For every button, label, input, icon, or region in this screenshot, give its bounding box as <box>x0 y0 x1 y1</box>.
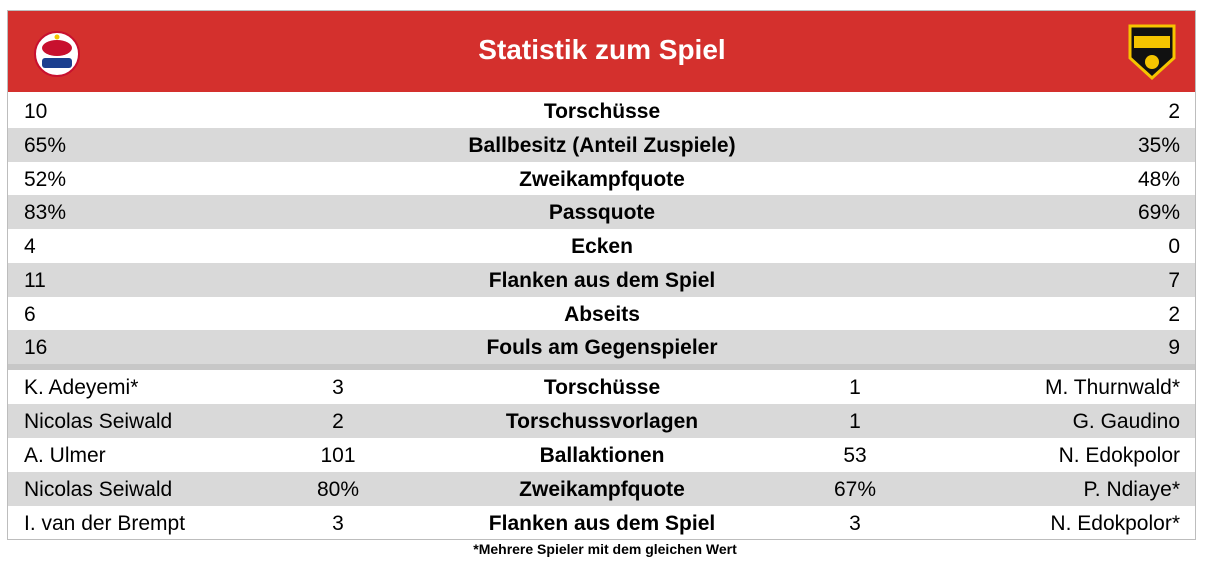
home-value: 11 <box>24 268 46 292</box>
stat-name: Ballbesitz (Anteil Zuspiele) <box>468 133 736 157</box>
header-bar <box>8 11 1196 92</box>
player-row: I. van der Brempt 3 Flanken aus dem Spiel 3… <box>8 506 1196 540</box>
away-value: 1 <box>849 376 861 399</box>
home-value: 16 <box>24 336 48 360</box>
home-value: 10 <box>24 100 48 123</box>
away-player: M. Thurnwald* <box>1044 376 1180 399</box>
footnote: *Mehrere Spieler mit dem gleichen Wert <box>473 541 737 557</box>
away-logo <box>1128 24 1176 81</box>
home-player: Nicolas Seiwald <box>24 478 173 501</box>
stat-name: Zweikampfquote <box>519 478 685 501</box>
team-row: 83% Passquote 69% <box>8 195 1196 230</box>
home-value: 6 <box>24 302 36 326</box>
separator <box>8 364 1196 370</box>
home-value: 3 <box>332 376 344 399</box>
away-value: 2 <box>1168 100 1180 123</box>
stat-name: Torschüsse <box>543 100 661 123</box>
team-row: 4 Ecken 0 <box>8 229 1196 263</box>
team-row: 11 Flanken aus dem Spiel 7 <box>8 262 1196 297</box>
stat-name: Flanken aus dem Spiel <box>488 268 716 292</box>
stat-name: Ecken <box>571 235 633 258</box>
away-value: 1 <box>849 410 861 433</box>
home-value: 101 <box>320 444 356 467</box>
stat-name: Abseits <box>564 302 640 326</box>
table-border <box>7 10 1196 540</box>
home-player: K. Adeyemi* <box>24 376 139 399</box>
away-value: 69% <box>1137 201 1180 225</box>
away-player: N. Edokpolor* <box>1050 512 1180 535</box>
away-value: 0 <box>1168 235 1180 258</box>
home-value: 83% <box>24 201 67 225</box>
home-value: 52% <box>24 167 67 191</box>
stat-name: Fouls am Gegenspieler <box>486 336 718 360</box>
away-player: P. Ndiaye* <box>1083 478 1180 501</box>
stat-name: Passquote <box>548 201 656 225</box>
home-player: A. Ulmer <box>24 444 106 467</box>
player-row: Nicolas Seiwald 2 Torschussvorlagen 1 G. Gau… <box>8 404 1196 438</box>
away-player: G. Gaudino <box>1072 410 1180 433</box>
stat-name: Torschüsse <box>543 376 661 399</box>
stat-name: Torschussvorlagen <box>505 410 699 433</box>
home-value: 2 <box>332 410 344 433</box>
home-value: 65% <box>24 133 67 157</box>
away-value: 3 <box>849 512 861 535</box>
team-row: 10 Torschüsse 2 <box>8 94 1196 128</box>
team-row: 16 Fouls am Gegenspieler 9 <box>8 330 1196 365</box>
away-value: 67% <box>833 478 877 501</box>
stat-name: Ballaktionen <box>539 444 665 467</box>
home-value: 4 <box>24 235 36 258</box>
away-value: 7 <box>1168 268 1180 292</box>
home-logo <box>34 31 80 77</box>
home-player: I. van der Brempt <box>24 512 186 535</box>
home-value: 80% <box>316 478 360 501</box>
player-row: Nicolas Seiwald 80% Zweikampfquote 67% P. Nd… <box>8 472 1196 506</box>
away-value: 48% <box>1137 167 1180 191</box>
away-value: 35% <box>1137 133 1180 157</box>
player-row: A. Ulmer 101 Ballaktionen 53 N. Edokpolor <box>8 438 1196 472</box>
away-value: 53 <box>843 444 867 467</box>
away-value: 2 <box>1168 302 1180 326</box>
away-player: N. Edokpolor <box>1058 444 1180 467</box>
title: Statistik zum Spiel <box>478 34 726 65</box>
stat-name: Zweikampfquote <box>519 167 685 191</box>
home-player: Nicolas Seiwald <box>24 410 173 433</box>
stat-name: Flanken aus dem Spiel <box>488 512 716 535</box>
away-value: 9 <box>1168 336 1180 360</box>
team-row: 52% Zweikampfquote 48% <box>8 161 1196 196</box>
player-row: K. Adeyemi* 3 Torschüsse 1 M. Thurnwald* <box>8 370 1196 404</box>
home-value: 3 <box>332 512 344 535</box>
team-row: 6 Abseits 2 <box>8 296 1196 331</box>
team-row: 65% Ballbesitz (Anteil Zuspiele) 35% <box>8 127 1196 162</box>
